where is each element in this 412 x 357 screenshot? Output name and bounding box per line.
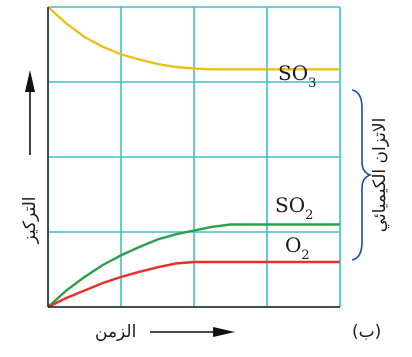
- series-line-o2: [47, 260, 340, 309]
- series-label-so3: SO3: [278, 61, 316, 91]
- equilibrium-brace: [351, 89, 373, 261]
- series-line-so2: [47, 223, 340, 308]
- panel-label: (ب): [352, 322, 382, 342]
- equilibrium-annotation: الاتزان الكيميائي: [370, 117, 390, 233]
- series-line-so3: [47, 6, 340, 71]
- series-label-o2: O2: [285, 233, 310, 263]
- series-label-so2: SO2: [275, 193, 313, 223]
- series-labels: SO3 SO2 O2: [275, 61, 316, 263]
- y-axis-label: التركيز: [20, 196, 40, 244]
- x-axis-label: الزمن: [95, 322, 137, 342]
- chart-axes: [47, 7, 340, 308]
- y-arrow-icon: [25, 70, 35, 155]
- x-arrow-icon: [150, 327, 235, 337]
- chart-series-group: [47, 6, 340, 309]
